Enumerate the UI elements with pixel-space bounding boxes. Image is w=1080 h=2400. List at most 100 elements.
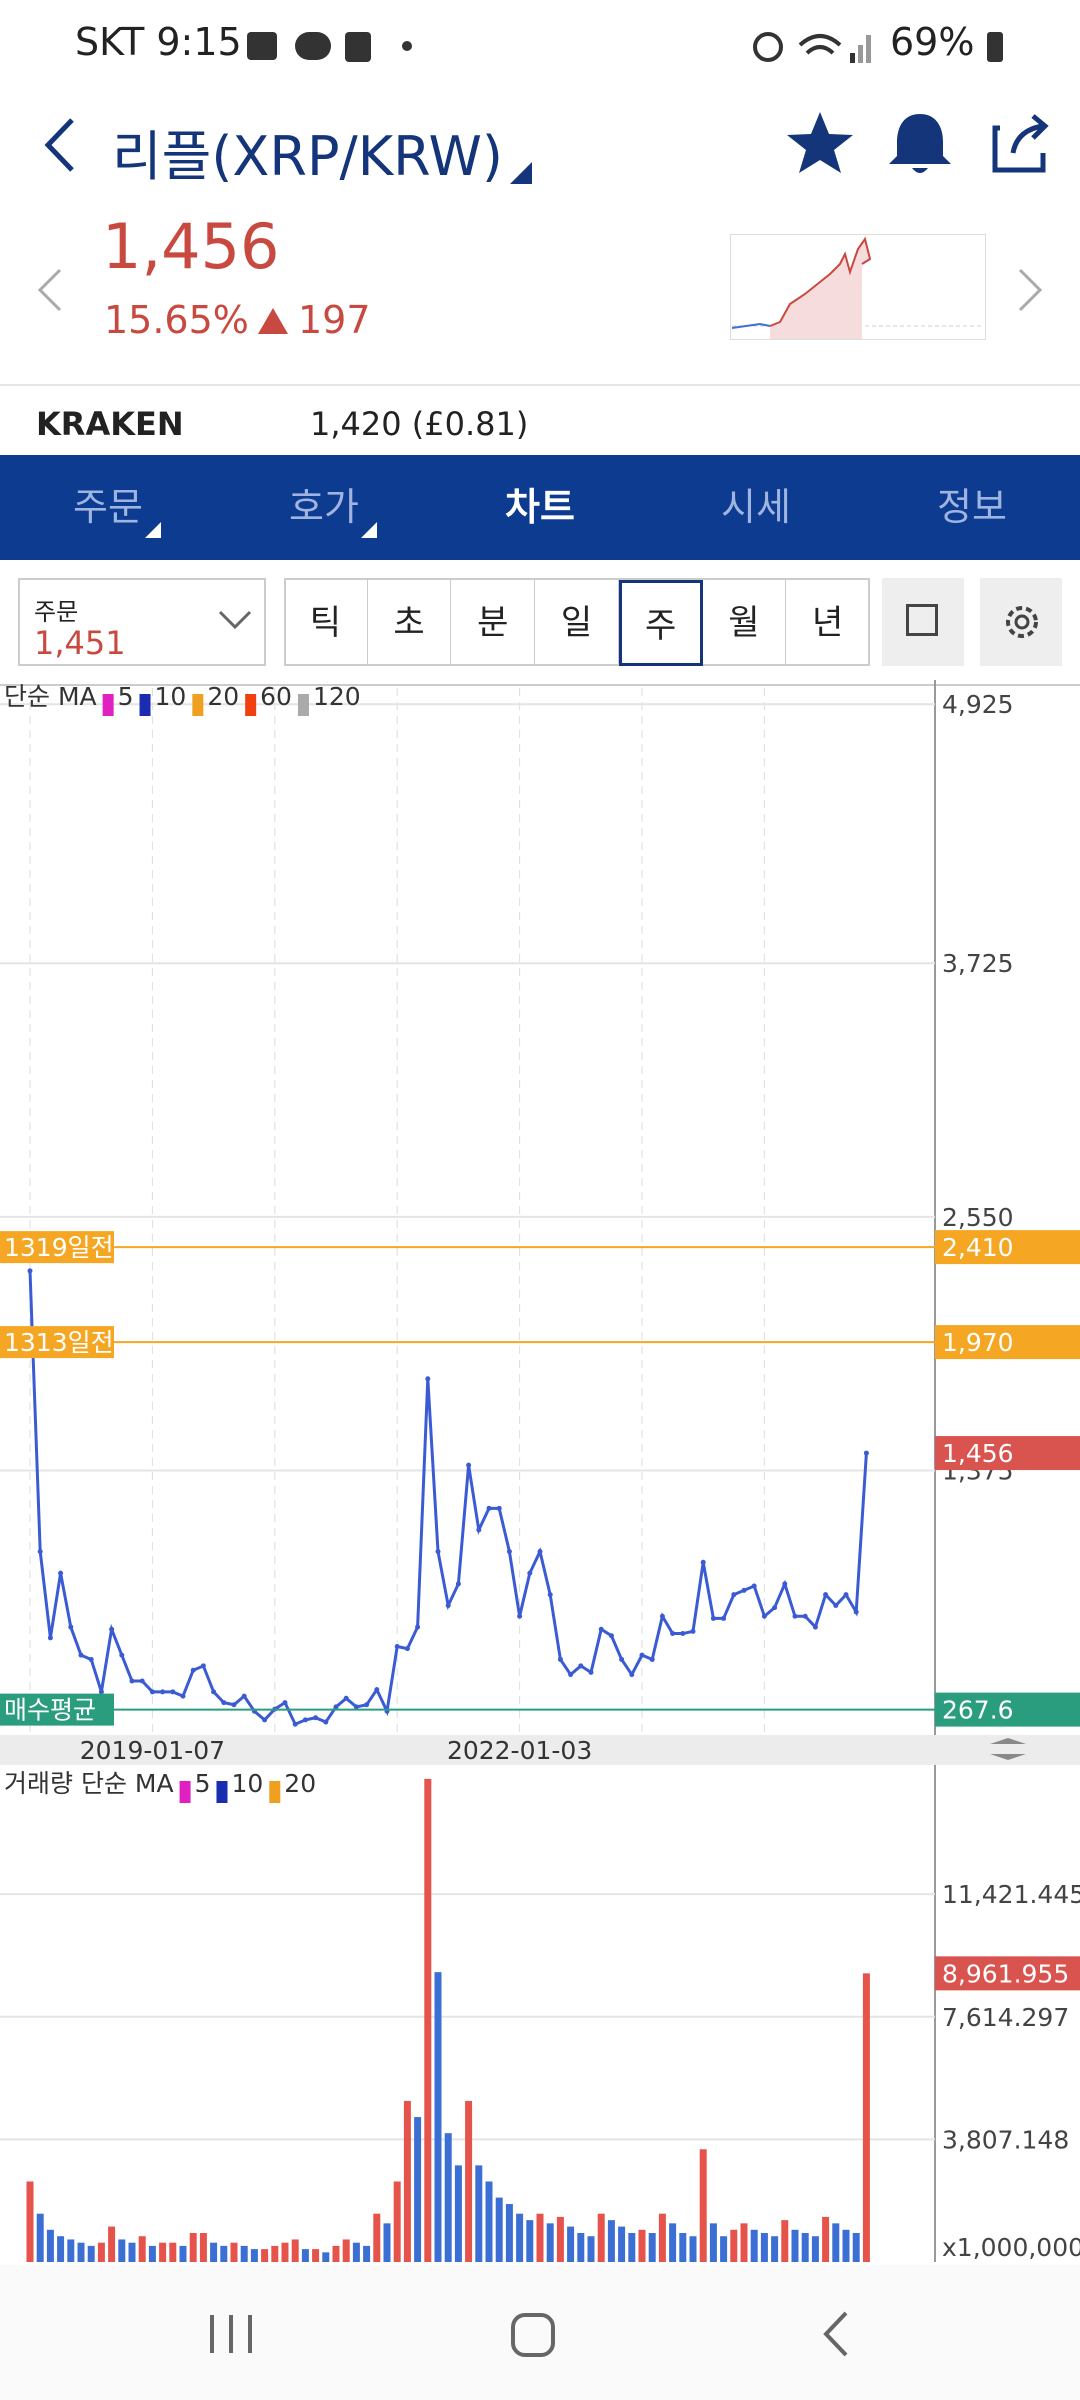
settings-button[interactable] — [980, 578, 1062, 666]
volume-bar — [862, 1973, 870, 2262]
volume-bar — [240, 2245, 248, 2262]
home-button[interactable] — [511, 2313, 555, 2357]
price-point — [782, 1581, 788, 1587]
volume-bar — [546, 2223, 554, 2262]
volume-bar — [536, 2213, 544, 2262]
current-price-tag — [935, 1436, 1080, 1471]
battery-level: 69% — [890, 20, 975, 64]
volume-bar — [801, 2233, 809, 2262]
volume-bar — [179, 2245, 187, 2262]
price-point — [37, 1549, 43, 1555]
volume-bar — [750, 2229, 758, 2262]
price-point — [445, 1602, 451, 1608]
legend-swatch — [179, 1781, 191, 1803]
price-point — [578, 1663, 584, 1669]
price-point — [792, 1613, 798, 1619]
price-point — [435, 1549, 441, 1555]
period-button[interactable]: 월 — [703, 580, 787, 666]
date-band — [0, 1735, 1080, 1765]
prev-coin[interactable] — [35, 265, 65, 315]
reference-label: 1319일전 — [4, 1233, 114, 1262]
volume-bar — [301, 2249, 309, 2262]
tab[interactable]: 호가 — [289, 485, 359, 529]
price-point — [639, 1652, 645, 1658]
period-button[interactable]: 분 — [451, 580, 536, 666]
volume-bar — [444, 2133, 452, 2262]
price-point — [761, 1613, 767, 1619]
back-button[interactable] — [40, 115, 80, 175]
tab[interactable]: 시세 — [721, 485, 791, 529]
price-point — [364, 1702, 370, 1708]
price-point — [517, 1613, 523, 1619]
favorite-button[interactable] — [787, 112, 853, 173]
volume-bar — [689, 2236, 697, 2262]
reference-value: 2,410 — [942, 1233, 1014, 1262]
volume-bar — [485, 2181, 493, 2262]
tab[interactable]: 정보 — [937, 485, 1007, 529]
change-percent: 15.65% — [104, 298, 249, 342]
volume-bar — [730, 2229, 738, 2262]
volume-bar — [852, 2233, 860, 2262]
volume-bar — [261, 2249, 269, 2262]
price-point — [170, 1689, 176, 1695]
reference-label: 1313일전 — [4, 1328, 114, 1357]
coin-title[interactable]: 리플(XRP/KRW) — [112, 125, 503, 188]
volume-bar — [781, 2220, 789, 2262]
reference-value: 1,970 — [942, 1328, 1014, 1357]
volume-bar — [189, 2233, 197, 2262]
volume-bar — [291, 2239, 299, 2262]
price-point — [863, 1450, 869, 1456]
price-point — [496, 1505, 502, 1511]
tab[interactable]: 주문 — [73, 485, 143, 529]
period-button[interactable]: 년 — [786, 580, 870, 666]
legend-swatch — [269, 1781, 281, 1803]
volume-bar — [720, 2236, 728, 2262]
price-point — [527, 1570, 533, 1576]
price-point — [843, 1592, 849, 1598]
period-button[interactable]: 주 — [618, 580, 703, 666]
price-point — [109, 1626, 115, 1632]
volume-bar — [526, 2220, 534, 2262]
price-point — [343, 1695, 349, 1701]
period-button[interactable]: 틱 — [284, 580, 368, 666]
tab-dropdown-mark — [361, 522, 377, 538]
price-point — [78, 1652, 84, 1658]
period-button[interactable]: 일 — [535, 580, 619, 666]
checkbox-icon — [906, 604, 938, 636]
volume-bar — [312, 2249, 320, 2262]
volume-bar — [424, 1778, 432, 2262]
reference-tag — [0, 1693, 114, 1726]
reference-value: 267.6 — [942, 1696, 1014, 1725]
legend-swatch — [245, 694, 257, 716]
alert-button[interactable] — [889, 114, 951, 173]
back-nav[interactable] — [823, 2311, 848, 2357]
volume-bar — [332, 2245, 340, 2262]
legend-label: 120 — [313, 682, 361, 711]
reference-value-tag — [935, 1230, 1080, 1265]
period-button[interactable]: 초 — [368, 580, 452, 666]
tab[interactable]: 차트 — [505, 485, 575, 529]
volume-bar — [740, 2223, 748, 2262]
volume-bar — [87, 2245, 95, 2262]
order-select[interactable] — [18, 578, 266, 666]
reference-tag — [0, 1326, 114, 1359]
recent-apps[interactable] — [210, 2315, 252, 2353]
volume-bar — [414, 2117, 422, 2262]
price-point — [833, 1602, 839, 1608]
price-point — [119, 1652, 125, 1658]
draw-toggle[interactable] — [882, 578, 964, 666]
volume-bar — [811, 2236, 819, 2262]
legend-label: 5 — [118, 682, 134, 711]
share-button[interactable] — [992, 114, 1049, 173]
price-point — [741, 1587, 747, 1593]
volume-bar — [403, 2100, 411, 2262]
next-coin[interactable] — [1015, 265, 1045, 315]
resize-handle — [990, 1738, 1026, 1760]
price-point — [710, 1615, 716, 1621]
volume-bar — [57, 2236, 65, 2262]
legend-label: 10 — [155, 682, 187, 711]
price-point — [547, 1592, 553, 1598]
title-dropdown[interactable] — [508, 160, 534, 186]
legend-label: 20 — [284, 1769, 316, 1798]
order-select-value: 1,451 — [34, 624, 126, 662]
